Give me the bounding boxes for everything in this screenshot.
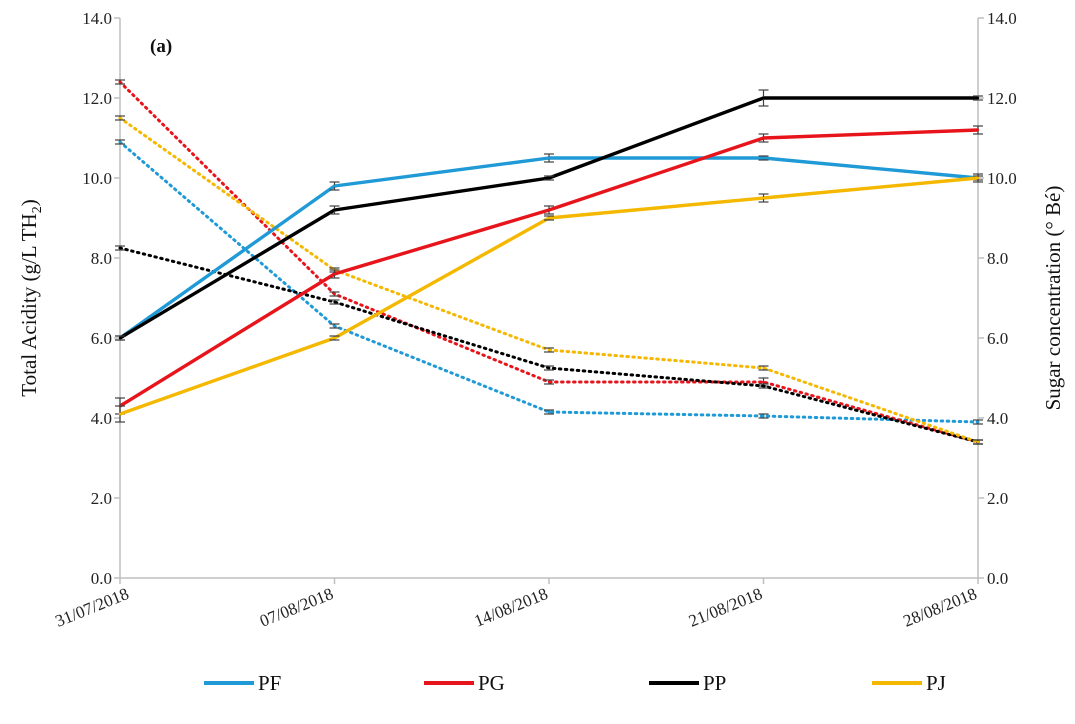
series-pf-sugar	[115, 139, 983, 425]
data-point	[118, 140, 122, 144]
left-y-tick-label: 12.0	[82, 89, 112, 108]
data-point	[333, 292, 336, 296]
data-point	[547, 348, 551, 352]
left-y-tick-label: 2.0	[91, 489, 112, 508]
data-point	[976, 440, 980, 444]
right-y-ticks: 0.0 2.0 4.0 6.0 8.0 10.0 12.0 14.0	[978, 9, 1017, 588]
x-ticks: 31/07/2018 07/08/2018 14/08/2018 21/08/2018…	[53, 578, 980, 631]
left-y-tick-label: 10.0	[82, 169, 112, 188]
right-y-tick-label: 8.0	[987, 249, 1008, 268]
left-y-tick-label: 6.0	[91, 329, 112, 348]
left-y-tick-label: 0.0	[91, 569, 112, 588]
data-point	[118, 80, 122, 84]
series-layer	[115, 79, 983, 445]
series-line-pf-sugar	[118, 140, 980, 424]
legend-label: PJ	[926, 671, 946, 695]
data-point	[762, 384, 765, 388]
left-y-axis-title: Total Acidity (g/L TH2)	[17, 199, 45, 396]
data-point	[762, 366, 765, 370]
data-point	[118, 336, 122, 340]
x-tick-label: 31/07/2018	[53, 584, 132, 631]
right-y-tick-label: 14.0	[987, 9, 1017, 28]
x-tick-label: 07/08/2018	[257, 584, 336, 631]
data-point	[118, 412, 122, 416]
data-point	[333, 324, 336, 328]
left-y-tick-label: 8.0	[91, 249, 112, 268]
left-y-ticks: 0.0 2.0 4.0 6.0 8.0 10.0 12.0 14.0	[82, 9, 120, 588]
left-y-tick-label: 14.0	[82, 9, 112, 28]
series-line-pg-acidity	[119, 128, 979, 408]
right-y-tick-label: 0.0	[987, 569, 1008, 588]
legend-label: PG	[478, 671, 505, 695]
data-point	[976, 96, 980, 100]
series-pf-acidity	[115, 153, 983, 341]
legend-item-pj: PJ	[872, 671, 946, 695]
x-tick-label: 28/08/2018	[901, 584, 980, 631]
legend-item-pp: PP	[649, 671, 726, 695]
data-point	[333, 272, 336, 276]
data-point	[976, 128, 980, 132]
data-point	[118, 116, 122, 120]
data-point	[547, 176, 551, 180]
legend: PF PG PP PJ	[204, 671, 946, 695]
data-point	[547, 380, 551, 384]
right-y-tick-label: 12.0	[987, 89, 1017, 108]
series-pj-acidity	[115, 173, 983, 423]
legend-label: PP	[703, 671, 726, 695]
right-y-axis-title: Sugar concentration (° Bé)	[1041, 186, 1065, 411]
data-point	[976, 420, 980, 424]
legend-label: PF	[258, 671, 281, 695]
right-y-tick-label: 2.0	[987, 489, 1008, 508]
data-point	[547, 410, 551, 414]
data-point	[976, 176, 980, 180]
right-y-tick-label: 4.0	[987, 409, 1008, 428]
data-point	[333, 300, 336, 304]
right-y-tick-label: 10.0	[987, 169, 1017, 188]
data-point	[762, 380, 765, 384]
data-point	[547, 156, 551, 160]
left-y-tick-label: 4.0	[91, 409, 112, 428]
legend-item-pf: PF	[204, 671, 281, 695]
series-line-pf-acidity	[119, 156, 979, 340]
series-pp-acidity	[115, 89, 983, 341]
data-point	[333, 208, 336, 212]
data-point	[547, 366, 551, 370]
panel-label: (a)	[150, 36, 172, 57]
x-tick-label: 14/08/2018	[472, 584, 551, 631]
data-point	[333, 336, 336, 340]
data-point	[762, 196, 765, 200]
data-point	[118, 246, 122, 250]
data-point	[547, 208, 551, 212]
data-point	[762, 96, 765, 100]
data-point	[762, 156, 765, 160]
data-point	[547, 216, 551, 220]
data-point	[762, 414, 765, 418]
data-point	[762, 136, 765, 140]
x-tick-label: 21/08/2018	[686, 584, 765, 631]
legend-item-pg: PG	[424, 671, 505, 695]
right-y-tick-label: 6.0	[987, 329, 1008, 348]
data-point	[333, 184, 336, 188]
